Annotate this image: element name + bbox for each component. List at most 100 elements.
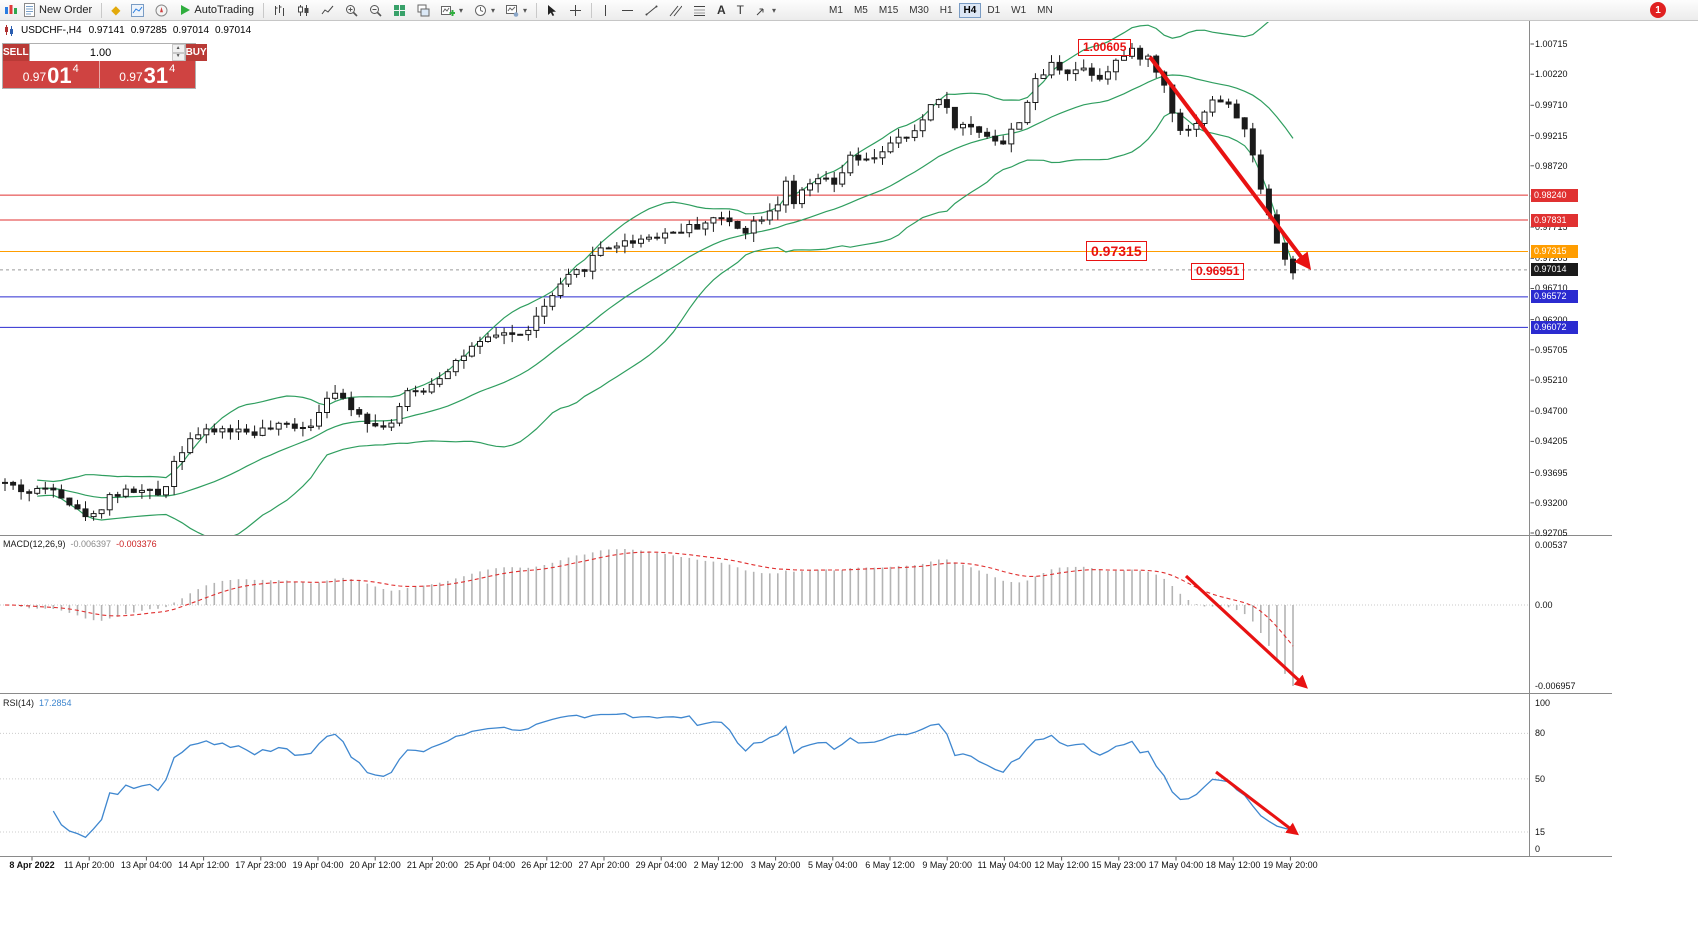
vertical-line-icon	[601, 4, 610, 17]
time-axis-label: 26 Apr 12:00	[521, 860, 573, 870]
timeframe-m1-button[interactable]: M1	[824, 3, 848, 18]
candlestick-chart-button[interactable]	[292, 1, 315, 19]
arrows-tool-button[interactable]: ▾	[750, 1, 781, 19]
timeframe-m30-button[interactable]: M30	[904, 3, 933, 18]
new-chart-icon	[440, 4, 455, 17]
macd-signal-value: -0.003376	[116, 539, 157, 549]
timeframe-w1-button[interactable]: W1	[1006, 3, 1031, 18]
price-axis-label: 0.95210	[1535, 375, 1568, 386]
periodicity-button[interactable]: ▾	[469, 1, 500, 19]
toolbar-separator	[101, 2, 103, 18]
price-axis-label: 0.97205	[1535, 253, 1568, 264]
metaeditor-button[interactable]: ◆	[106, 1, 125, 19]
tile-windows-button[interactable]	[388, 1, 411, 19]
text-label-button[interactable]: T	[732, 1, 749, 19]
ask-big-figure: 0.97	[119, 70, 143, 84]
app-logo-icon	[4, 3, 18, 17]
horizontal-line-button[interactable]	[616, 1, 639, 19]
rsi-axis-label: 0	[1535, 844, 1541, 854]
volume-control: ▲ ▼	[28, 44, 186, 61]
panel-separator[interactable]	[0, 693, 1612, 694]
zoom-in-button[interactable]	[340, 1, 363, 19]
price-axis[interactable]: 1.00715 1.00220 0.99710 0.99215 0.98720 0.982…	[1530, 21, 1620, 857]
fibonacci-icon	[693, 4, 706, 17]
time-axis-label: 27 Apr 20:00	[578, 860, 630, 870]
line-chart-button[interactable]	[316, 1, 339, 19]
one-click-prices: 0.97 01 4 0.97 31 4	[3, 61, 195, 88]
rsi-axis-label: 15	[1535, 827, 1546, 837]
volume-input[interactable]	[29, 44, 172, 61]
annotation-price-level[interactable]: 0.97315	[1086, 241, 1147, 261]
timeframe-m5-button[interactable]: M5	[849, 3, 873, 18]
cursor-button[interactable]	[541, 1, 563, 19]
fibonacci-button[interactable]	[688, 1, 711, 19]
bid-point: 4	[72, 63, 79, 75]
rsi-name: RSI(14)	[3, 698, 35, 708]
price-axis-label: 0.99710	[1535, 100, 1568, 111]
equidistant-channel-button[interactable]	[664, 1, 687, 19]
annotation-price-low[interactable]: 0.96951	[1191, 263, 1245, 280]
sell-button[interactable]: SELL	[3, 44, 29, 61]
timeframe-mn-button[interactable]: MN	[1032, 3, 1058, 18]
price-axis-label: 0.94700	[1535, 406, 1568, 417]
price-axis-label: 0.93200	[1535, 497, 1568, 508]
macd-main-value: -0.006397	[70, 539, 112, 549]
close-value: 0.97014	[215, 25, 252, 36]
panel-separator[interactable]	[0, 535, 1612, 536]
high-value: 0.97285	[130, 25, 167, 36]
autotrading-label: AutoTrading	[194, 4, 254, 16]
time-axis-label: 17 May 04:00	[1148, 860, 1204, 870]
ask-price[interactable]: 0.97 31 4	[98, 61, 196, 88]
open-value: 0.97141	[88, 25, 125, 36]
market-watch-button[interactable]	[126, 1, 149, 19]
macd-axis-label: 0.00537	[1535, 540, 1568, 550]
macd-axis-label: 0.00	[1535, 600, 1553, 610]
vertical-line-button[interactable]	[596, 1, 615, 19]
autotrading-button[interactable]: AutoTrading	[174, 1, 259, 19]
price-axis-border	[1529, 21, 1530, 857]
bar-chart-button[interactable]	[268, 1, 291, 19]
timeframe-toolbar: M1 M5 M15 M30 H1 H4 D1 W1 MN	[824, 2, 1058, 18]
notifications-badge[interactable]: 1	[1650, 2, 1666, 18]
volume-decrease-button[interactable]: ▼	[171, 52, 185, 61]
horizontal-line-icon	[621, 6, 634, 15]
templates-button[interactable]: ▾	[501, 1, 532, 19]
macd-name: MACD(12,26,9)	[3, 539, 66, 549]
rsi-axis-label: 80	[1535, 728, 1546, 738]
text-button[interactable]: A	[712, 1, 731, 19]
annotation-price-high[interactable]: 1.00605	[1078, 39, 1132, 56]
timeframe-d1-button[interactable]: D1	[982, 3, 1005, 18]
low-value: 0.97014	[172, 25, 210, 36]
time-axis-label: 15 May 23:00	[1091, 860, 1147, 870]
crosshair-button[interactable]	[564, 1, 587, 19]
line-chart-icon	[321, 4, 334, 17]
arrow-shape-icon	[755, 4, 768, 17]
trendline-button[interactable]	[640, 1, 663, 19]
cascade-windows-button[interactable]	[412, 1, 435, 19]
new-order-button[interactable]: New Order	[19, 1, 97, 19]
symbol-period-label: USDCHF-,H4	[21, 25, 82, 36]
time-axis-label: 8 Apr 2022	[9, 860, 55, 870]
time-axis-label: 11 May 04:00	[977, 860, 1032, 870]
timeframe-h1-button[interactable]: H1	[935, 3, 958, 18]
navigator-button[interactable]	[150, 1, 173, 19]
timeframe-h4-button[interactable]: H4	[958, 2, 982, 18]
time-axis-label: 18 May 12:00	[1205, 860, 1261, 870]
price-axis-label: 0.96200	[1535, 314, 1568, 325]
volume-increase-button[interactable]: ▲	[171, 44, 185, 53]
bid-price[interactable]: 0.97 01 4	[3, 61, 99, 88]
timeframe-m15-button[interactable]: M15	[874, 3, 903, 18]
chart-title: USDCHF-,H4 0.97141 0.97285 0.97014 0.970…	[4, 25, 251, 36]
buy-button[interactable]: BUY	[185, 44, 207, 61]
zoom-out-icon	[369, 4, 382, 17]
navigator-icon	[155, 4, 168, 17]
time-axis-label: 25 Apr 04:00	[464, 860, 516, 870]
new-chart-button[interactable]: ▾	[436, 1, 468, 19]
text-icon: A	[717, 3, 726, 17]
time-axis[interactable]: 8 Apr 2022 11 Apr 20:00 13 Apr 04:00 14 Apr…	[0, 857, 1612, 872]
bar-chart-icon	[273, 4, 286, 17]
time-axis-label: 3 May 20:00	[750, 860, 801, 870]
time-axis-label: 5 May 04:00	[808, 860, 858, 870]
zoom-out-button[interactable]	[364, 1, 387, 19]
